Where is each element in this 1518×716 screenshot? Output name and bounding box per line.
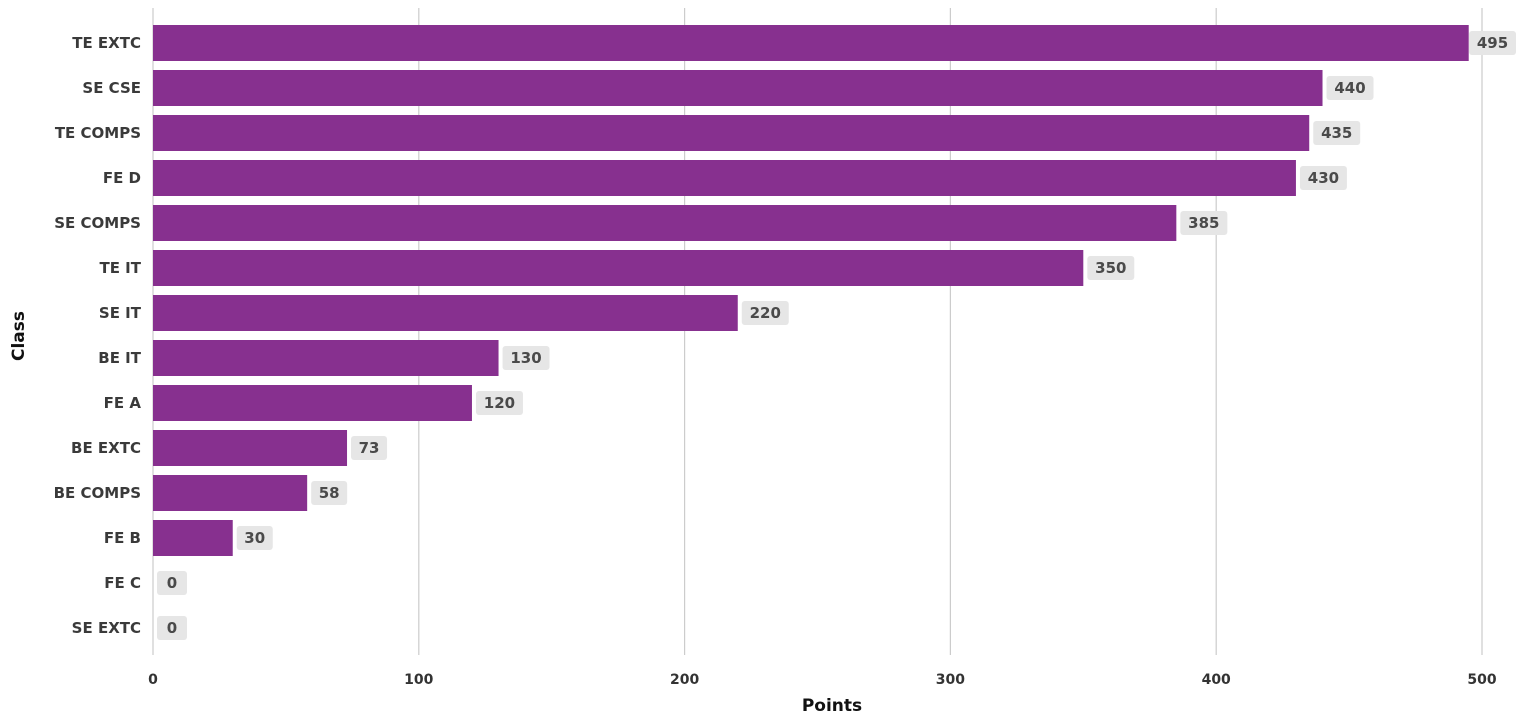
data-label: 220 bbox=[750, 304, 781, 322]
category-label: BE COMPS bbox=[54, 484, 141, 502]
data-label-background bbox=[157, 571, 187, 595]
data-label: 495 bbox=[1477, 34, 1508, 52]
data-label-background bbox=[1087, 256, 1135, 280]
x-tick-label: 500 bbox=[1467, 672, 1496, 688]
bar bbox=[153, 385, 472, 421]
category-label: FE B bbox=[104, 529, 141, 547]
data-label: 350 bbox=[1095, 259, 1126, 277]
x-tick-labels-group: 0 100 200 300 400 500 bbox=[148, 672, 1497, 688]
bar bbox=[153, 340, 499, 376]
data-label: 440 bbox=[1334, 79, 1365, 97]
data-label-background bbox=[351, 436, 388, 460]
x-tick-label: 100 bbox=[404, 672, 433, 688]
x-tick-label: 400 bbox=[1202, 672, 1231, 688]
category-label: SE IT bbox=[99, 304, 142, 322]
category-label: TE COMPS bbox=[55, 124, 141, 142]
x-tick-label: 300 bbox=[936, 672, 965, 688]
bar bbox=[153, 115, 1310, 151]
bar bbox=[153, 160, 1296, 196]
bar bbox=[153, 520, 233, 556]
data-label: 385 bbox=[1188, 214, 1219, 232]
data-label-background bbox=[502, 346, 550, 370]
data-label: 73 bbox=[359, 439, 380, 457]
data-label-background bbox=[475, 391, 523, 415]
data-label: 30 bbox=[244, 529, 265, 547]
data-label: 0 bbox=[167, 619, 177, 637]
bar bbox=[153, 70, 1323, 106]
data-label: 0 bbox=[167, 574, 177, 592]
category-label: BE IT bbox=[98, 349, 141, 367]
category-label: SE COMPS bbox=[54, 214, 141, 232]
data-label-background bbox=[1326, 76, 1374, 100]
x-axis-title: Points bbox=[802, 696, 862, 716]
bar bbox=[153, 250, 1084, 286]
bar bbox=[153, 295, 738, 331]
category-label: BE EXTC bbox=[71, 439, 141, 457]
bar bbox=[153, 205, 1177, 241]
data-label-background bbox=[157, 616, 187, 640]
bar bbox=[153, 475, 308, 511]
data-label: 130 bbox=[510, 349, 541, 367]
category-label: FE D bbox=[103, 169, 141, 187]
data-label-background bbox=[741, 301, 789, 325]
y-axis-title: Class bbox=[9, 311, 29, 361]
category-labels-group: TE EXTC SE CSE TE COMPS FE D SE COMPS TE IT SE… bbox=[54, 34, 142, 637]
bars-group bbox=[153, 25, 1469, 556]
bar bbox=[153, 430, 348, 466]
category-label: FE C bbox=[104, 574, 141, 592]
bar bbox=[153, 25, 1469, 61]
data-label: 430 bbox=[1308, 169, 1339, 187]
x-tick-label: 200 bbox=[670, 672, 699, 688]
data-label-background bbox=[1180, 211, 1228, 235]
data-label: 435 bbox=[1321, 124, 1352, 142]
data-label-background bbox=[311, 481, 348, 505]
category-label: SE CSE bbox=[82, 79, 141, 97]
data-label: 58 bbox=[319, 484, 340, 502]
data-labels-group: 495 440 435 430 385 350 220 130 120 73 58 30 0 0 bbox=[157, 31, 1516, 640]
data-label-background bbox=[1299, 166, 1347, 190]
category-label: FE A bbox=[104, 394, 142, 412]
category-label: TE IT bbox=[99, 259, 141, 277]
category-label: SE EXTC bbox=[72, 619, 141, 637]
data-label: 120 bbox=[484, 394, 515, 412]
data-label-background bbox=[236, 526, 273, 550]
category-label: TE EXTC bbox=[72, 34, 141, 52]
data-label-background bbox=[1313, 121, 1361, 145]
data-label-background bbox=[1469, 31, 1516, 55]
x-tick-label: 0 bbox=[148, 672, 158, 688]
